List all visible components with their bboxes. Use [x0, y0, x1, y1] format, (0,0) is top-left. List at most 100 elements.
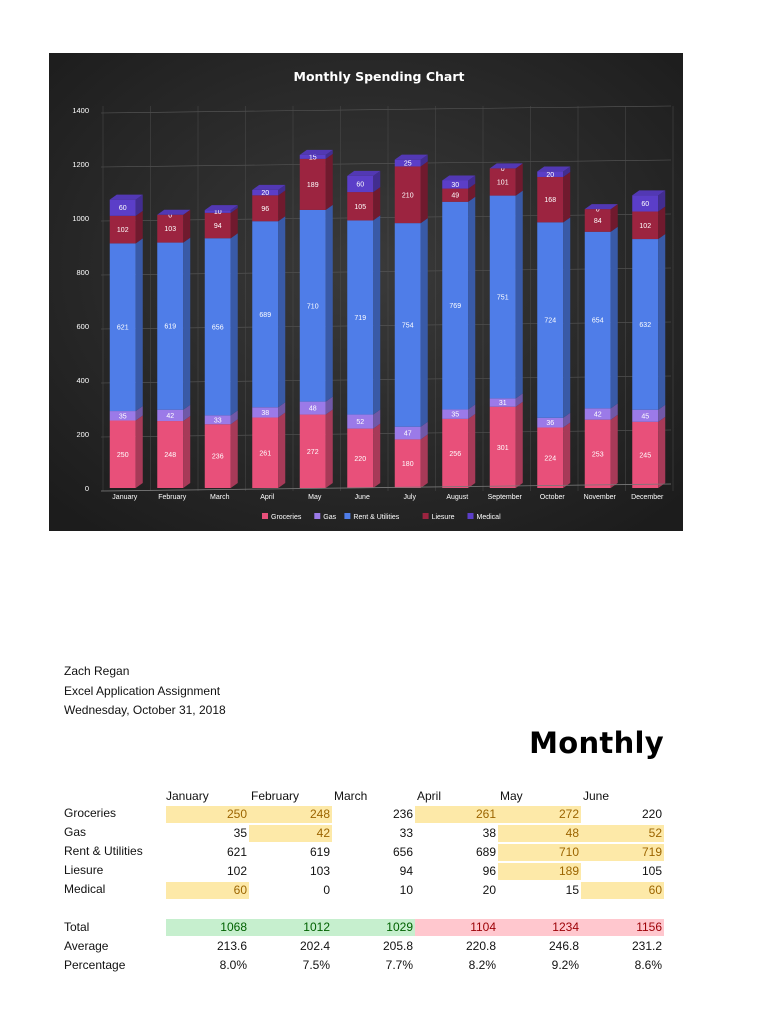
bar-segment [489, 195, 516, 399]
row-label: Gas [64, 825, 87, 839]
assignment-name: Excel Application Assignment [64, 683, 221, 698]
bar-segment [252, 417, 279, 488]
bar-top-cap [204, 205, 238, 211]
bar-segment-side [468, 404, 476, 419]
average-cell: 213.6 [216, 939, 247, 953]
data-label: 35 [119, 413, 127, 420]
bar-segment [109, 420, 136, 488]
x-tick-label: July [404, 494, 417, 501]
gridline [100, 213, 672, 222]
data-label: 60 [356, 181, 364, 188]
bar-segment [394, 439, 421, 488]
x-axis: January February March April May June July Augu… [100, 483, 672, 501]
data-label: 94 [214, 223, 222, 230]
data-label: 0 [596, 207, 600, 214]
bar-segment-side [135, 194, 143, 216]
bar-segment [347, 175, 374, 193]
data-label: 261 [259, 450, 271, 457]
table-cell: 10 [399, 883, 413, 897]
bar-segment-side [373, 170, 381, 193]
bar-segment-side [230, 233, 238, 416]
bar-segment-side [468, 183, 476, 202]
bar-segment [252, 221, 279, 408]
bar-segment [394, 426, 421, 440]
data-label: 52 [356, 419, 364, 426]
data-label: 36 [546, 420, 554, 427]
row-label-percentage: Percentage [64, 958, 126, 972]
bar-segment [632, 421, 659, 488]
x-tick-label: September [488, 494, 523, 501]
gridline [100, 321, 672, 330]
bar-segment [442, 409, 469, 419]
gridline [100, 105, 672, 114]
data-label: 220 [354, 456, 366, 463]
bar-segment [204, 212, 231, 239]
bar-segment [299, 401, 326, 415]
row-label: Rent & Utilities [64, 844, 143, 858]
bar-segment-side [373, 187, 381, 221]
bar-segment [537, 417, 564, 428]
column-header: April [417, 789, 442, 803]
legend-swatch [467, 513, 474, 519]
bar-segment-side [515, 393, 523, 407]
data-label: 654 [592, 318, 604, 325]
total-cell: 1029 [332, 919, 415, 936]
y-axis: 0 200 400 600 800 1000 1200 1400 [72, 106, 89, 493]
gridline [100, 267, 672, 276]
bar-segment-side [468, 175, 476, 189]
percentage-cell: 8.2% [468, 958, 496, 972]
bar-segment [489, 398, 516, 407]
bar-segment [157, 214, 184, 243]
data-label: 33 [214, 417, 222, 424]
data-label: 224 [544, 455, 556, 462]
table-cell: 60 [166, 882, 249, 899]
bar-segment-side [230, 207, 238, 239]
bar-segment-side [610, 414, 618, 488]
legend-swatch [344, 513, 351, 519]
data-label: 15 [309, 154, 317, 161]
document-info: Zach Regan Excel Application Assignment … [64, 662, 226, 721]
x-tick-label: December [631, 494, 664, 501]
table-cell: 52 [581, 825, 664, 842]
bar-segment [204, 210, 231, 213]
x-tick-label: April [260, 494, 274, 501]
bar-segment [442, 418, 469, 488]
total-cell: 1234 [498, 919, 581, 936]
x-tick-label: November [584, 494, 617, 501]
table-cell: 250 [166, 806, 249, 823]
sheet-title: Monthly [529, 726, 664, 760]
bar-segment [442, 180, 469, 189]
bar-segment [299, 158, 326, 210]
bar-segment-side [658, 404, 666, 422]
data-label: 30 [451, 182, 459, 189]
bar-segment [299, 154, 326, 159]
y-tick-label: 1200 [72, 160, 89, 169]
bar-segment-side [610, 204, 618, 232]
data-label: 0 [501, 166, 505, 173]
bar-segment-side [610, 403, 618, 420]
data-label: 210 [402, 192, 414, 199]
percentage-cell: 7.7% [385, 958, 413, 972]
bar-top-cap [584, 204, 618, 210]
bar-segment [299, 209, 326, 402]
data-label: 751 [497, 294, 509, 301]
bar-segment-side [420, 154, 428, 167]
bar-segment [347, 414, 374, 429]
bar-top-cap [394, 154, 428, 160]
legend-label: Rent & Utilities [353, 514, 399, 521]
data-label: 719 [354, 315, 366, 322]
bar-segment [347, 428, 374, 488]
bar-top-cap [347, 170, 381, 176]
legend-label: Medical [477, 514, 502, 521]
bar-segment-side [325, 204, 333, 402]
total-cell: 1156 [581, 919, 664, 936]
bar-segment-side [325, 409, 333, 488]
percentage-cell: 8.0% [219, 958, 247, 972]
bar-segment [632, 195, 659, 212]
column-header: February [251, 789, 300, 803]
data-label: 621 [117, 325, 129, 332]
row-label: Groceries [64, 806, 117, 820]
bar-top-cap [109, 194, 143, 200]
bar-segment-side [373, 423, 381, 488]
y-tick-label: 400 [76, 376, 89, 385]
